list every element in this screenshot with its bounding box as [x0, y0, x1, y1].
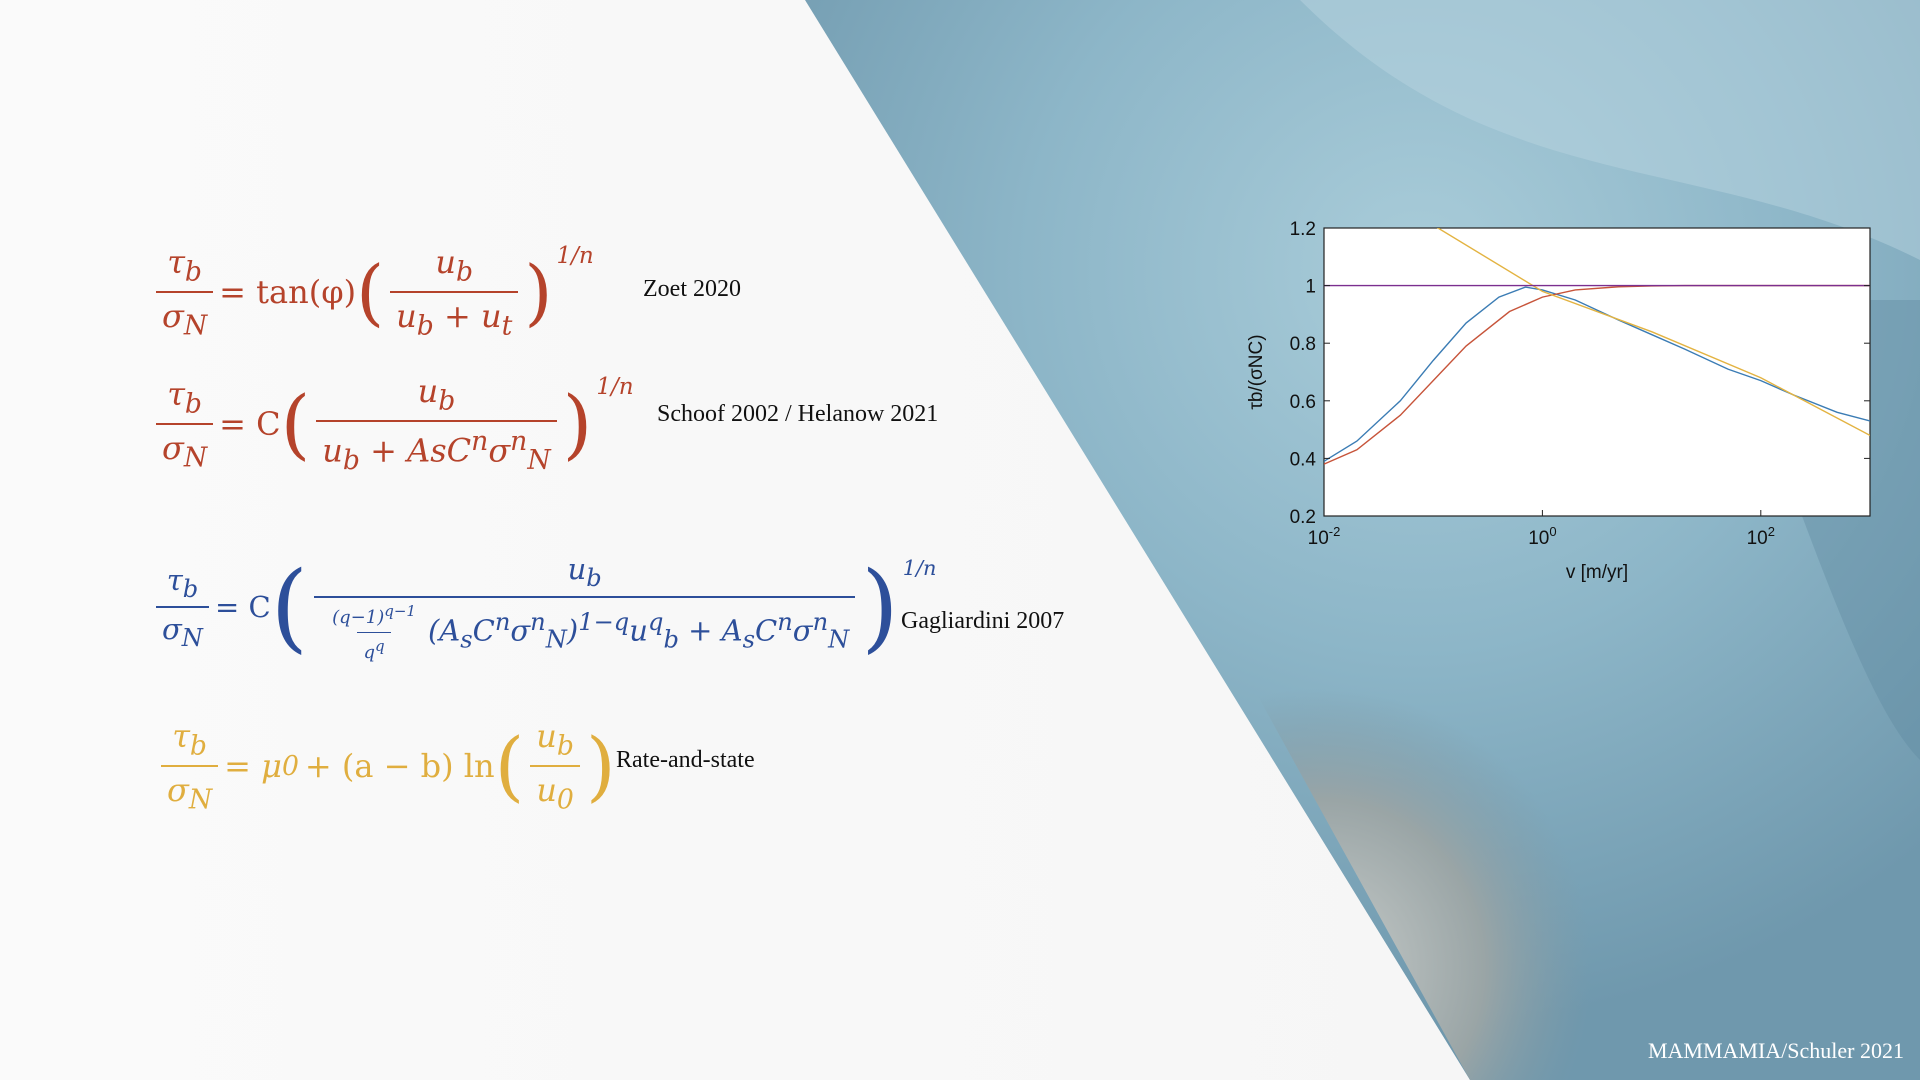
x-axis-label: v [m/yr] — [1566, 562, 1628, 583]
x-tick-label: 102 — [1747, 524, 1775, 549]
reference-zoet: Zoet 2020 — [643, 276, 741, 302]
x-tick-label: 10-2 — [1308, 524, 1341, 549]
image-credit: MAMMAMIA/Schuler 2021 — [1647, 1038, 1904, 1063]
y-tick-label: 1.2 — [1290, 219, 1316, 240]
series-line-2 — [1436, 228, 1870, 436]
y-tick-label: 0.2 — [1290, 507, 1316, 528]
y-axis-label: τb/(σNC) — [1246, 334, 1267, 409]
y-tick-label: 0.4 — [1290, 449, 1317, 470]
equation-schoof: τb σN = C ( ub ub + AsCnσnN ) 1/n — [150, 372, 634, 476]
reference-rate-state: Rate-and-state — [616, 747, 755, 773]
equation-zoet: τb σN = tan(φ) ( ub ub + ut ) 1/n — [150, 243, 594, 342]
series-line-0 — [1324, 286, 1870, 462]
plot-area — [1323, 227, 1871, 517]
equation-gagliardini: τb σN = C ( ub (q−1)q−1 qq (AsCnσnN)1−quqb … — [150, 552, 936, 663]
y-tick-label: 0.6 — [1290, 392, 1316, 413]
reference-schoof: Schoof 2002 / Helanow 2021 — [657, 401, 939, 427]
y-tick-label: 0.8 — [1290, 334, 1316, 355]
y-tick-label: 1 — [1305, 277, 1316, 298]
x-tick-label: 100 — [1528, 524, 1556, 549]
reference-gagliardini: Gagliardini 2007 — [901, 608, 1065, 634]
friction-law-chart: 0.2 0.4 0.6 0.8 1 1.2 10-2 100 102 v [m/yr] τb/… — [1246, 219, 1871, 583]
